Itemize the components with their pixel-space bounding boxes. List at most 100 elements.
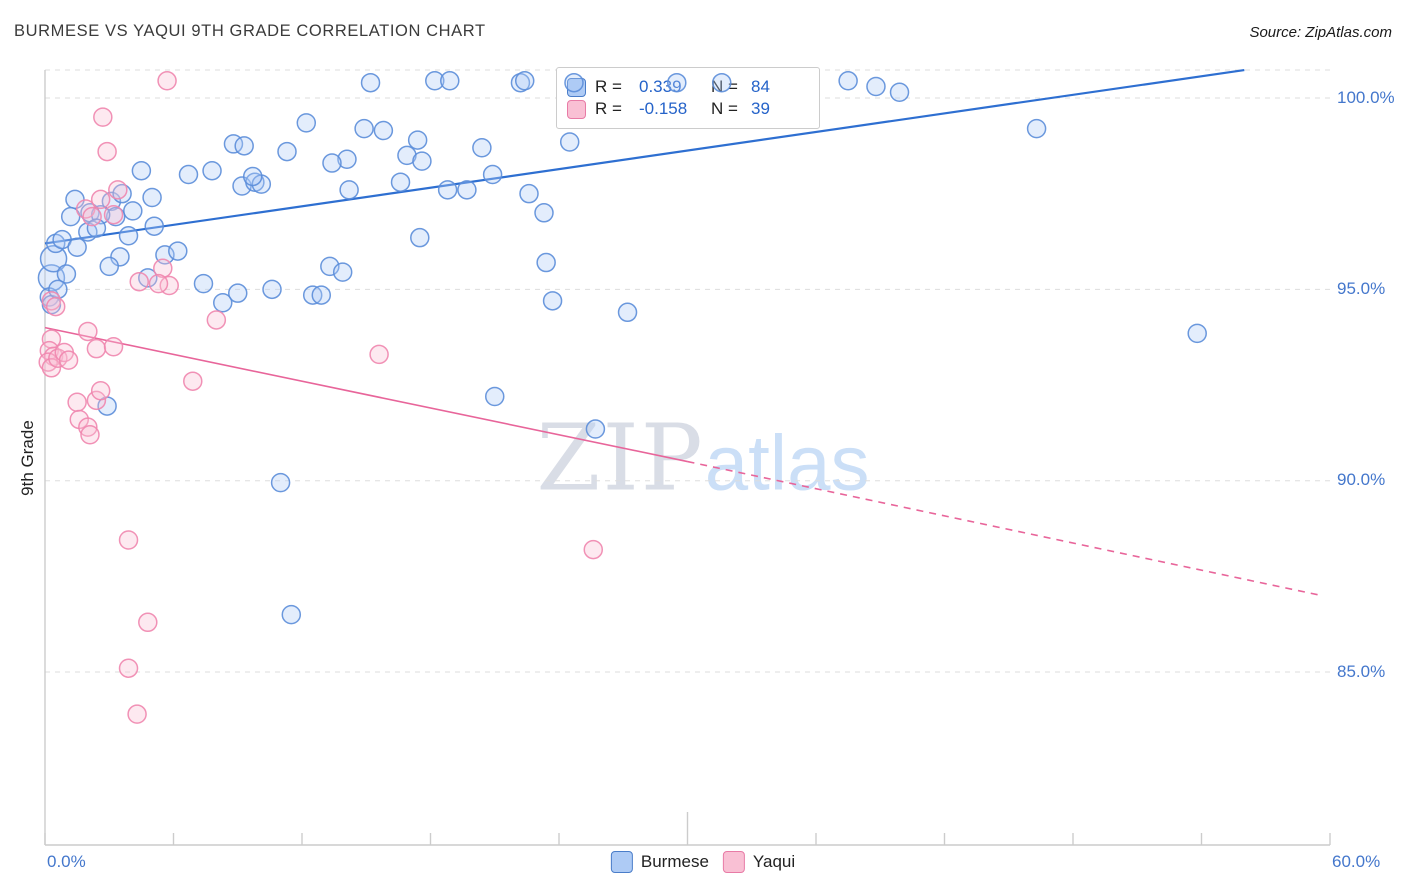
- yaqui-swatch: [567, 99, 586, 119]
- scatter-point-burmese: [457, 180, 477, 200]
- scatter-point-yaqui: [78, 321, 98, 342]
- scatter-point-burmese: [354, 118, 374, 139]
- scatter-point-burmese: [360, 72, 381, 93]
- scatter-point-burmese: [373, 120, 394, 141]
- scatter-point-yaqui: [103, 337, 124, 357]
- scatter-point-yaqui: [129, 271, 149, 292]
- scatter-point-burmese: [178, 164, 199, 185]
- scatter-point-burmese: [296, 113, 317, 133]
- scatter-point-yaqui: [38, 352, 58, 372]
- scatter-point-burmese: [138, 268, 158, 288]
- scatter-point-burmese: [99, 256, 119, 277]
- scatter-point-yaqui: [39, 340, 60, 361]
- legend-entry-yaqui: Yaqui: [722, 851, 796, 873]
- scatter-point-yaqui: [206, 310, 227, 330]
- scatter-point-yaqui: [78, 417, 98, 437]
- scatter-point-yaqui: [43, 346, 64, 367]
- scatter-point-burmese: [838, 71, 858, 91]
- scatter-point-yaqui: [69, 409, 90, 430]
- scatter-point-burmese: [425, 71, 445, 91]
- scatter-point-burmese: [45, 233, 66, 254]
- legend-label-burmese: Burmese: [640, 852, 709, 871]
- scatter-point-yaqui: [583, 539, 604, 560]
- scatter-point-yaqui: [86, 390, 107, 411]
- scatter-point-burmese: [234, 136, 254, 156]
- scatter-point-yaqui: [138, 612, 158, 633]
- scatter-point-burmese: [472, 138, 492, 158]
- scatter-point-yaqui: [54, 342, 75, 363]
- scatter-point-yaqui: [41, 291, 62, 311]
- scatter-point-yaqui: [41, 358, 62, 378]
- scatter-point-burmese: [889, 82, 910, 103]
- scatter-point-burmese: [118, 226, 139, 246]
- scatter-point-yaqui: [82, 206, 102, 227]
- zipatlas-watermark: ZIPatlas: [537, 405, 870, 512]
- scatter-point-yaqui: [103, 204, 124, 225]
- scatter-point-burmese: [322, 153, 342, 173]
- scatter-point-yaqui: [90, 381, 111, 401]
- scatter-point-yaqui: [118, 658, 139, 678]
- scatter-point-burmese: [302, 285, 323, 305]
- scatter-point-burmese: [245, 172, 265, 192]
- burmese-swatch: [567, 77, 586, 97]
- series-legend: Burmese Yaqui: [610, 851, 796, 873]
- scatter-point-burmese: [242, 166, 263, 187]
- scatter-point-burmese: [485, 386, 505, 407]
- scatter-point-yaqui: [67, 392, 87, 412]
- scatter-point-burmese: [536, 252, 556, 273]
- scatter-point-burmese: [86, 218, 107, 238]
- scatter-point-burmese: [277, 141, 297, 162]
- scatter-point-burmese: [144, 216, 164, 236]
- r-value-burmese: 0.339: [639, 77, 682, 96]
- scatter-point-yaqui: [41, 329, 62, 349]
- scatter-point-burmese: [251, 174, 272, 194]
- scatter-point-burmese: [155, 245, 175, 265]
- x-tick-min: 0.0%: [47, 852, 86, 871]
- y-tick-100: 100.0%: [1337, 88, 1395, 107]
- scatter-point-burmese: [142, 187, 162, 208]
- scatter-point-burmese: [90, 204, 111, 225]
- legend-label-yaqui: Yaqui: [752, 852, 796, 871]
- burmese-swatch: [610, 851, 633, 873]
- scatter-point-yaqui: [108, 180, 128, 200]
- scatter-point-yaqui: [80, 425, 100, 445]
- scatter-point-burmese: [519, 183, 539, 204]
- scatter-point-burmese: [67, 237, 87, 258]
- scatter-point-yaqui: [48, 348, 68, 368]
- scatter-point-burmese: [223, 134, 244, 154]
- scatter-point-yaqui: [45, 296, 66, 317]
- y-tick-85: 85.0%: [1337, 662, 1386, 681]
- scatter-point-yaqui: [148, 273, 169, 294]
- scatter-point-yaqui: [90, 189, 111, 210]
- source-credit: Source: ZipAtlas.com: [1249, 24, 1392, 41]
- scatter-point-burmese: [193, 273, 214, 294]
- scatter-point-burmese: [105, 206, 126, 227]
- y-axis-title: 9th Grade: [18, 420, 37, 496]
- scatter-point-burmese: [78, 222, 98, 242]
- scatter-point-burmese: [337, 149, 357, 169]
- y-tick-95: 95.0%: [1337, 279, 1386, 298]
- scatter-point-yaqui: [75, 199, 96, 219]
- scatter-point-burmese: [262, 279, 282, 300]
- legend-row-yaqui: R = -0.158 N = 39: [567, 99, 809, 119]
- r-value-yaqui: -0.158: [639, 99, 688, 118]
- scatter-point-burmese: [37, 264, 66, 292]
- scatter-point-burmese: [131, 160, 152, 181]
- scatter-point-burmese: [407, 130, 428, 150]
- scatter-point-burmese: [482, 164, 503, 185]
- scatter-point-burmese: [52, 229, 72, 250]
- scatter-point-burmese: [56, 264, 77, 284]
- scatter-point-burmese: [1026, 118, 1047, 139]
- scatter-point-burmese: [168, 241, 188, 261]
- scatter-point-burmese: [390, 172, 411, 192]
- scatter-point-burmese: [232, 176, 252, 196]
- correlation-legend: R = 0.339 N = 84 R = -0.158 N = 39: [556, 67, 820, 129]
- scatter-point-burmese: [39, 287, 60, 307]
- scatter-point-burmese: [437, 180, 458, 200]
- page-title: BURMESE VS YAQUI 9TH GRADE CORRELATION C…: [14, 22, 486, 40]
- scatter-point-burmese: [123, 201, 143, 221]
- scatter-point-yaqui: [127, 704, 147, 724]
- scatter-point-yaqui: [118, 530, 139, 550]
- scatter-point-burmese: [41, 294, 62, 315]
- scatter-point-burmese: [213, 292, 233, 313]
